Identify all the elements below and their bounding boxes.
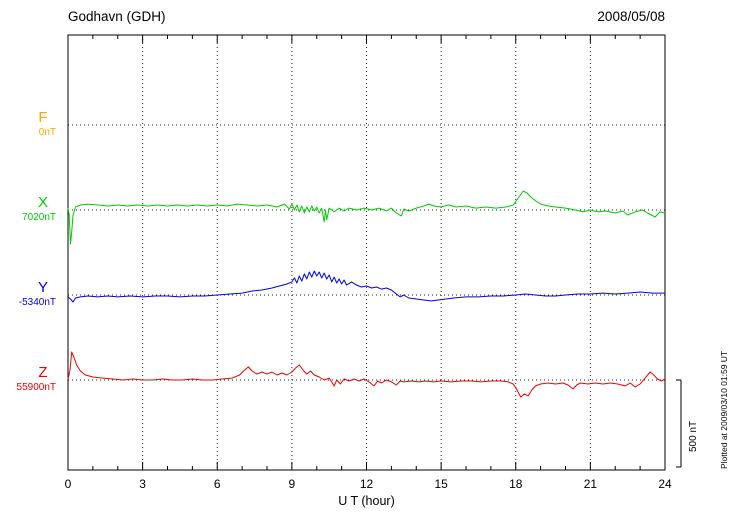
x-tick-label: 18 — [509, 477, 523, 491]
x-tick-label: 6 — [214, 477, 221, 491]
x-axis-title: U T (hour) — [338, 494, 395, 508]
component-label-x: X — [37, 194, 48, 211]
plot-frame — [67, 34, 666, 471]
component-baseline-f: 0nT — [38, 127, 56, 138]
component-label-f: F — [38, 109, 48, 126]
x-tick-label: 12 — [360, 477, 374, 491]
station-title: Godhavn (GDH) — [68, 9, 166, 24]
trace-y — [67, 270, 665, 303]
plotted-at-note: Plotted at 2009/03/10 01:59 UT — [719, 350, 729, 469]
component-baseline-x: 7020nT — [22, 212, 56, 223]
x-tick-label: 3 — [139, 477, 146, 491]
x-tick-label: 0 — [65, 477, 72, 491]
x-tick-label: 15 — [434, 477, 448, 491]
trace-z — [67, 351, 666, 398]
component-label-z: Z — [38, 364, 48, 381]
component-baseline-z: 55900nT — [16, 382, 56, 393]
scale-bar-label: 500 nT — [688, 420, 699, 452]
x-tick-label: 21 — [584, 477, 598, 491]
plot-date: 2008/05/08 — [597, 9, 665, 24]
x-tick-label: 24 — [658, 477, 672, 491]
trace-x — [67, 190, 666, 245]
component-label-y: Y — [37, 279, 48, 296]
x-tick-label: 9 — [289, 477, 296, 491]
component-baseline-y: -5340nT — [18, 297, 56, 308]
